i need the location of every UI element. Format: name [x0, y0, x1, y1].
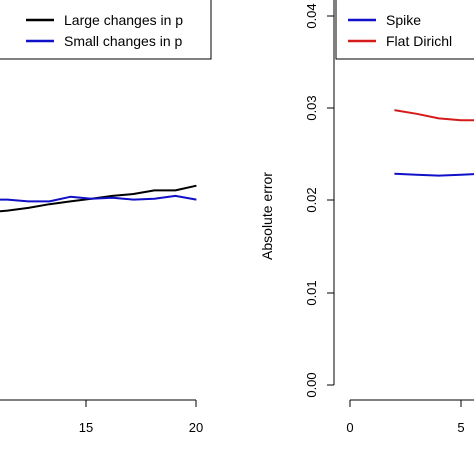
- right-legend-frame: [335, 0, 474, 60]
- right-legend-label-spike: Spike: [386, 12, 421, 28]
- right-series-lines: [394, 109, 474, 177]
- right-series-line-2: [394, 109, 474, 122]
- left-series-lines: [0, 184, 197, 213]
- left-legend-frame: [0, 0, 212, 60]
- left-series-line-1: [0, 184, 197, 213]
- right-y-axis-title: Absolute error: [259, 172, 275, 260]
- left-x-tick-label-15: 15: [79, 420, 93, 435]
- right-x-tick-label-0: 0: [346, 420, 353, 435]
- left-series-line-2: [0, 194, 197, 203]
- left-legend: Large changes in p Small changes in p: [0, 0, 212, 60]
- left-legend-label-small-changes: Small changes in p: [64, 33, 183, 49]
- right-x-tick-label-5: 5: [457, 420, 464, 435]
- right-y-tick-label-004: 0.04: [304, 3, 319, 28]
- right-y-tick-label-003: 0.03: [304, 95, 319, 120]
- right-legend: Spike Flat Dirichl: [335, 0, 474, 60]
- left-chart: 15 20 Large changes in p Small changes i…: [0, 0, 212, 435]
- right-series-line-1: [394, 172, 474, 177]
- right-y-tick-label-002: 0.02: [304, 187, 319, 212]
- right-y-tick-label-001: 0.01: [304, 280, 319, 305]
- right-y-tick-label-000: 0.00: [304, 372, 319, 397]
- left-x-tick-label-20: 20: [189, 420, 203, 435]
- right-legend-label-flat-dirichlet: Flat Dirichl: [386, 33, 452, 49]
- left-legend-label-large-changes: Large changes in p: [64, 12, 183, 28]
- right-chart: 0.00 0.01 0.02 0.03 0.04 Absolute error …: [259, 0, 474, 435]
